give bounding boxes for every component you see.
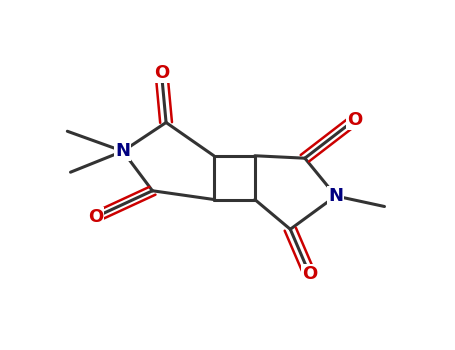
- Text: N: N: [329, 187, 343, 205]
- Text: N: N: [116, 142, 130, 160]
- Text: O: O: [88, 208, 103, 226]
- Text: O: O: [154, 64, 169, 83]
- Text: O: O: [302, 265, 317, 283]
- Text: O: O: [347, 111, 363, 129]
